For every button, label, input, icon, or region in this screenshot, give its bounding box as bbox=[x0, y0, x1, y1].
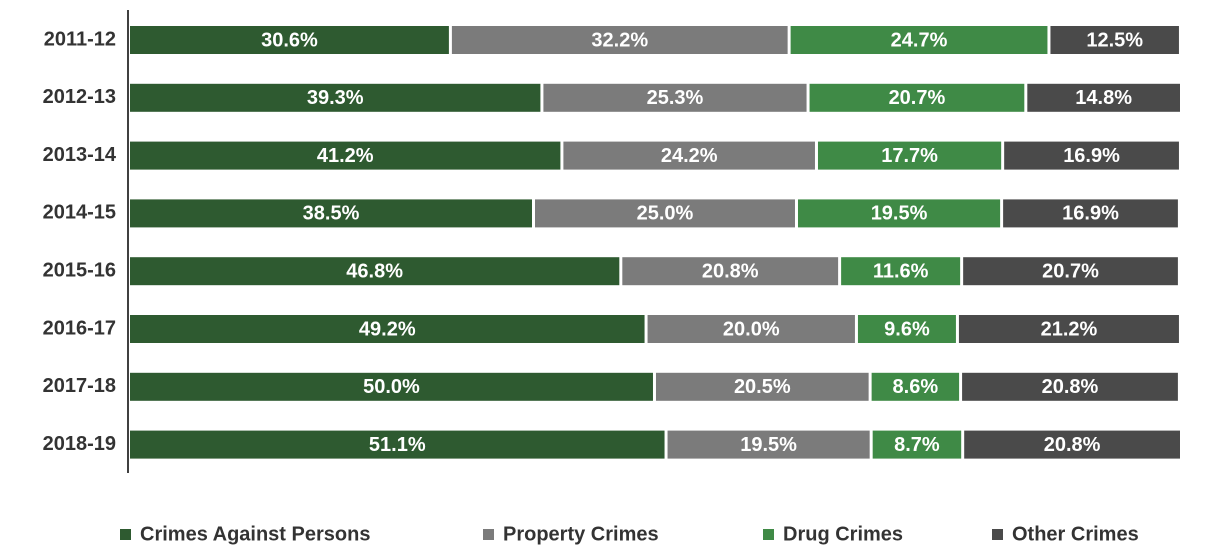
data-label: 8.6% bbox=[893, 376, 939, 398]
data-label: 19.5% bbox=[740, 434, 797, 456]
data-label: 16.9% bbox=[1062, 203, 1119, 225]
bar-segment bbox=[1003, 199, 1178, 228]
legend-label: Other Crimes bbox=[1012, 523, 1139, 545]
y-tick-label: 2012-13 bbox=[43, 86, 116, 108]
data-label: 8.7% bbox=[894, 434, 940, 456]
data-label: 50.0% bbox=[363, 376, 420, 398]
bar-segment bbox=[667, 430, 870, 459]
bar-segment bbox=[964, 430, 1180, 459]
bar-segment bbox=[535, 199, 795, 228]
data-label: 20.8% bbox=[1044, 434, 1101, 456]
bar-segment bbox=[130, 199, 532, 228]
data-label: 30.6% bbox=[261, 29, 318, 51]
legend-swatch bbox=[120, 529, 131, 540]
bar-segment bbox=[130, 141, 561, 170]
data-label: 41.2% bbox=[317, 145, 374, 167]
data-label: 20.8% bbox=[1042, 376, 1099, 398]
bar-segment bbox=[130, 372, 653, 401]
data-label: 16.9% bbox=[1063, 145, 1120, 167]
data-label: 39.3% bbox=[307, 87, 364, 109]
bar-segment bbox=[563, 141, 815, 170]
data-label: 46.8% bbox=[346, 260, 403, 282]
data-label: 32.2% bbox=[591, 29, 648, 51]
data-label: 25.3% bbox=[647, 87, 704, 109]
bar-segment bbox=[958, 315, 1179, 343]
data-label: 21.2% bbox=[1041, 318, 1098, 340]
bar-segment bbox=[857, 315, 956, 343]
bar-segment bbox=[1004, 141, 1179, 170]
data-label: 24.2% bbox=[661, 145, 718, 167]
data-label: 38.5% bbox=[303, 203, 360, 225]
bar-segment bbox=[872, 430, 962, 459]
legend-swatch bbox=[763, 529, 774, 540]
legend-label: Property Crimes bbox=[503, 523, 659, 545]
bar-segment bbox=[130, 83, 541, 112]
y-tick-label: 2014-15 bbox=[43, 202, 116, 224]
bar-segment bbox=[1050, 26, 1179, 54]
data-label: 20.8% bbox=[702, 260, 759, 282]
bar-segment bbox=[451, 26, 788, 54]
data-label: 12.5% bbox=[1086, 29, 1143, 51]
bar-segment bbox=[841, 257, 961, 286]
bar-segment bbox=[130, 315, 645, 343]
legend-swatch bbox=[483, 529, 494, 540]
bar-segment bbox=[543, 83, 807, 112]
y-tick-label: 2011-12 bbox=[44, 28, 116, 50]
legend-label: Crimes Against Persons bbox=[140, 523, 370, 545]
data-label: 51.1% bbox=[369, 434, 426, 456]
data-label: 9.6% bbox=[884, 318, 930, 340]
y-tick-label: 2018-19 bbox=[43, 433, 116, 455]
bar-segment bbox=[871, 372, 960, 401]
bar-segment bbox=[1027, 83, 1180, 112]
bar-segment bbox=[130, 257, 620, 286]
bar-segment bbox=[790, 26, 1048, 54]
bar-segment bbox=[809, 83, 1025, 112]
data-label: 11.6% bbox=[873, 260, 929, 282]
legend-label: Drug Crimes bbox=[783, 523, 903, 545]
bar-segment bbox=[130, 430, 665, 459]
data-label: 20.7% bbox=[889, 87, 946, 109]
bar-segment bbox=[655, 372, 869, 401]
data-label: 49.2% bbox=[359, 318, 416, 340]
bar-segment bbox=[130, 26, 449, 54]
data-label: 14.8% bbox=[1075, 87, 1132, 109]
data-label: 20.5% bbox=[734, 376, 791, 398]
bar-segment bbox=[963, 257, 1178, 286]
data-label: 20.0% bbox=[723, 318, 780, 340]
data-label: 17.7% bbox=[881, 145, 938, 167]
bar-segment bbox=[817, 141, 1002, 170]
data-label: 19.5% bbox=[871, 203, 928, 225]
y-tick-label: 2013-14 bbox=[43, 144, 117, 166]
data-label: 20.7% bbox=[1042, 260, 1099, 282]
y-tick-label: 2017-18 bbox=[43, 375, 116, 397]
data-label: 25.0% bbox=[637, 203, 694, 225]
y-tick-label: 2015-16 bbox=[43, 259, 116, 281]
y-tick-label: 2016-17 bbox=[43, 317, 116, 339]
bar-segment bbox=[647, 315, 855, 343]
legend-swatch bbox=[992, 529, 1003, 540]
bar-segment bbox=[622, 257, 839, 286]
bar-segment bbox=[797, 199, 1001, 228]
data-label: 24.7% bbox=[891, 29, 948, 51]
bar-segment bbox=[962, 372, 1178, 401]
